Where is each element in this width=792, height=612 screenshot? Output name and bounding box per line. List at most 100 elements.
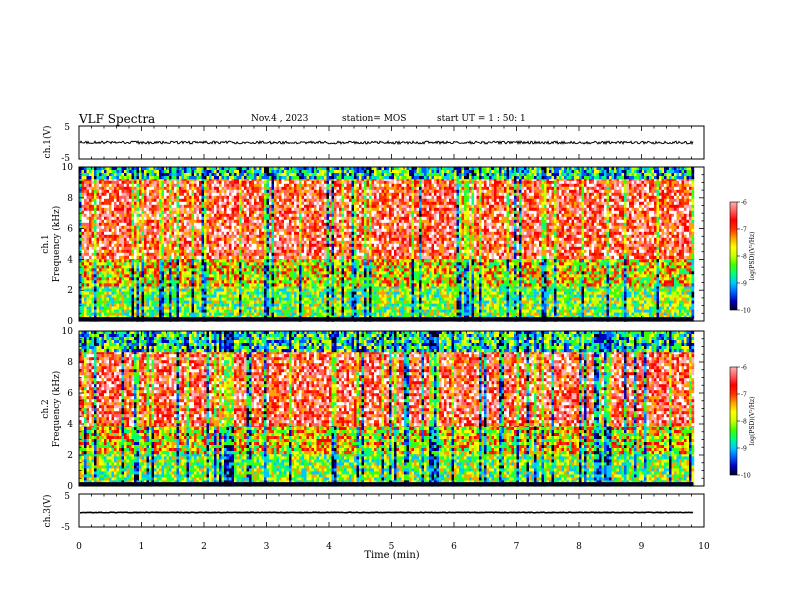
spectrogram-cell	[122, 196, 125, 199]
spectrogram-cell	[292, 184, 295, 187]
spectrogram-cell	[149, 274, 152, 277]
spectrogram-cell	[189, 235, 192, 238]
spectrogram-cell	[169, 217, 172, 220]
spectrogram-cell	[257, 250, 260, 253]
spectrogram-cell	[252, 250, 255, 253]
spectrogram-cell	[192, 304, 195, 307]
spectrogram-cell	[124, 235, 127, 238]
spectrogram-cell	[202, 253, 205, 256]
spectrogram-cell	[309, 298, 312, 301]
spectrogram-cell	[287, 235, 290, 238]
spectrogram-cell	[222, 289, 225, 292]
spectrogram-cell	[219, 292, 222, 295]
spectrogram-cell	[159, 223, 162, 226]
spectrogram-cell	[299, 259, 302, 262]
spectrogram-cell	[299, 226, 302, 229]
spectrogram-cell	[89, 271, 92, 274]
spectrogram-cell	[222, 265, 225, 268]
spectrogram-cell	[167, 253, 170, 256]
spectrogram-cell	[219, 244, 222, 247]
spectrogram-cell	[304, 247, 307, 250]
spectrogram-cell	[184, 238, 187, 241]
spectrogram-cell	[142, 250, 145, 253]
spectrogram-cell	[239, 217, 242, 220]
spectrogram-cell	[264, 211, 267, 214]
spectrogram-cell	[159, 202, 162, 205]
spectrogram-cell	[219, 229, 222, 232]
spectrogram-cell	[179, 307, 182, 310]
spectrogram-cell	[287, 301, 290, 304]
spectrogram-cell	[207, 310, 210, 313]
spectrogram-cell	[157, 283, 160, 286]
spectrogram-cell	[297, 241, 300, 244]
spectrogram-cell	[217, 274, 220, 277]
spectrogram-cell	[257, 193, 260, 196]
spectrogram-cell	[274, 250, 277, 253]
spectrogram-cell	[137, 208, 140, 211]
spectrogram-cell	[82, 220, 85, 223]
spectrogram-cell	[132, 262, 135, 265]
spectrogram-cell	[209, 217, 212, 220]
spectrogram-cell	[307, 217, 310, 220]
spectrogram-cell	[117, 244, 120, 247]
spectrogram-cell	[149, 307, 152, 310]
spectrogram-cell	[179, 223, 182, 226]
spectrogram-cell	[177, 262, 180, 265]
spectrogram-cell	[104, 241, 107, 244]
spectrogram-cell	[122, 226, 125, 229]
spectrogram-cell	[244, 235, 247, 238]
spectrogram-cell	[157, 298, 160, 301]
spectrogram-cell	[252, 223, 255, 226]
spectrogram-cell	[187, 184, 190, 187]
spectrogram-cell	[137, 265, 140, 268]
spectrogram-cell	[229, 214, 232, 217]
spectrogram-cell	[274, 241, 277, 244]
spectrogram-cell	[92, 259, 95, 262]
spectrogram-cell	[304, 241, 307, 244]
spectrogram-cell	[184, 181, 187, 184]
spectrogram-cell	[82, 214, 85, 217]
spectrogram-cell	[109, 232, 112, 235]
spectrogram-cell	[219, 208, 222, 211]
spectrogram-cell	[109, 256, 112, 259]
spectrogram-cell	[307, 310, 310, 313]
spectrogram-cell	[212, 310, 215, 313]
spectrogram-cell	[147, 253, 150, 256]
spectrogram-cell	[159, 295, 162, 298]
spectrogram-cell	[87, 313, 90, 316]
spectrogram-cell	[117, 181, 120, 184]
spectrogram-cell	[142, 205, 145, 208]
spectrogram-cell	[312, 202, 315, 205]
spectrogram-cell	[297, 193, 300, 196]
spectrogram-cell	[227, 244, 230, 247]
spectrogram-cell	[147, 298, 150, 301]
spectrogram-cell	[244, 289, 247, 292]
spectrogram-cell	[274, 298, 277, 301]
spectrogram-cell	[97, 277, 100, 280]
spectrogram-cell	[187, 229, 190, 232]
spectrogram-cell	[202, 202, 205, 205]
spectrogram-cell	[112, 241, 115, 244]
spectrogram-cell	[192, 256, 195, 259]
spectrogram-cell	[142, 181, 145, 184]
spectrogram-cell	[177, 313, 180, 316]
spectrogram-cell	[307, 235, 310, 238]
spectrogram-cell	[302, 173, 305, 176]
spectrogram-cell	[137, 173, 140, 176]
spectrogram-cell	[107, 229, 110, 232]
spectrogram-cell	[129, 280, 132, 283]
spectrogram-cell	[164, 205, 167, 208]
spectrogram-cell	[274, 277, 277, 280]
spectrogram-cell	[144, 229, 147, 232]
spectrogram-cell	[269, 271, 272, 274]
spectrogram-cell	[204, 256, 207, 259]
spectrogram-cell	[262, 280, 265, 283]
spectrogram-cell	[254, 277, 257, 280]
spectrogram-cell	[102, 196, 105, 199]
spectrogram-cell	[259, 310, 262, 313]
spectrogram-cell	[117, 196, 120, 199]
spectrogram-cell	[254, 262, 257, 265]
spectrogram-cell	[212, 170, 215, 173]
spectrogram-cell	[112, 214, 115, 217]
spectrogram-cell	[89, 277, 92, 280]
